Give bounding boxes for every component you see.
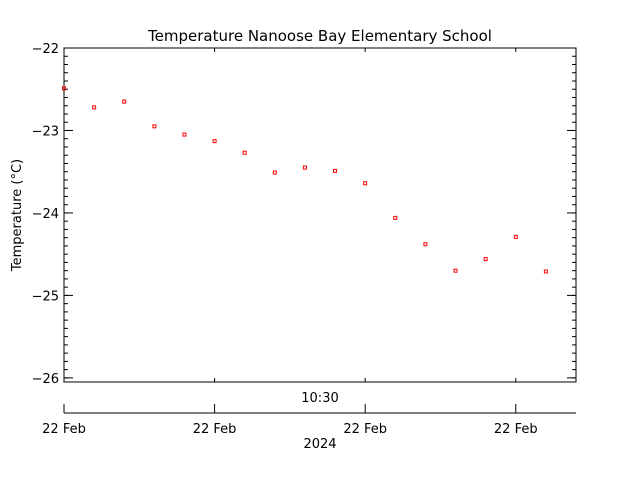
data-point — [393, 215, 398, 220]
date-tick-label: 22 Feb — [42, 422, 86, 437]
data-point — [62, 86, 66, 91]
y-tick-label: −25 — [32, 289, 59, 304]
y-tick-label: −24 — [32, 207, 59, 222]
y-tick-label: −22 — [32, 42, 59, 57]
data-point — [333, 168, 338, 173]
data-point — [122, 99, 127, 104]
data-point — [212, 139, 217, 144]
data-point — [302, 165, 307, 170]
y-tick-label: −23 — [32, 124, 59, 139]
plot-frame — [63, 47, 577, 383]
data-point — [152, 124, 157, 129]
y-tick-labels: −22 −23 −24 −25 −26 — [32, 42, 59, 387]
y-minor-ticks — [64, 47, 576, 379]
y-major-ticks — [64, 47, 576, 379]
date-tick-label: 22 Feb — [494, 422, 538, 437]
date-axis-labels: 22 Feb 22 Feb 22 Feb 22 Feb — [42, 422, 537, 437]
data-point — [272, 170, 277, 175]
date-tick-label: 22 Feb — [343, 422, 387, 437]
data-point — [423, 242, 428, 247]
data-point — [543, 269, 548, 274]
data-point — [453, 268, 458, 273]
date-tick-label: 22 Feb — [193, 422, 237, 437]
y-axis-label: Temperature (°C) — [10, 159, 25, 272]
data-points — [62, 86, 548, 274]
time-label: 10:30 — [301, 391, 338, 406]
data-point — [182, 132, 187, 137]
y-tick-label: −26 — [32, 372, 59, 387]
x-inner-ticks — [63, 48, 517, 382]
year-label: 2024 — [303, 437, 336, 452]
date-axis-ticks — [63, 404, 517, 413]
data-point — [513, 234, 518, 239]
data-point — [92, 105, 97, 110]
chart-title: Temperature Nanoose Bay Elementary Schoo… — [147, 27, 492, 45]
data-point — [483, 257, 488, 262]
data-point — [363, 181, 368, 186]
data-point — [242, 150, 247, 155]
